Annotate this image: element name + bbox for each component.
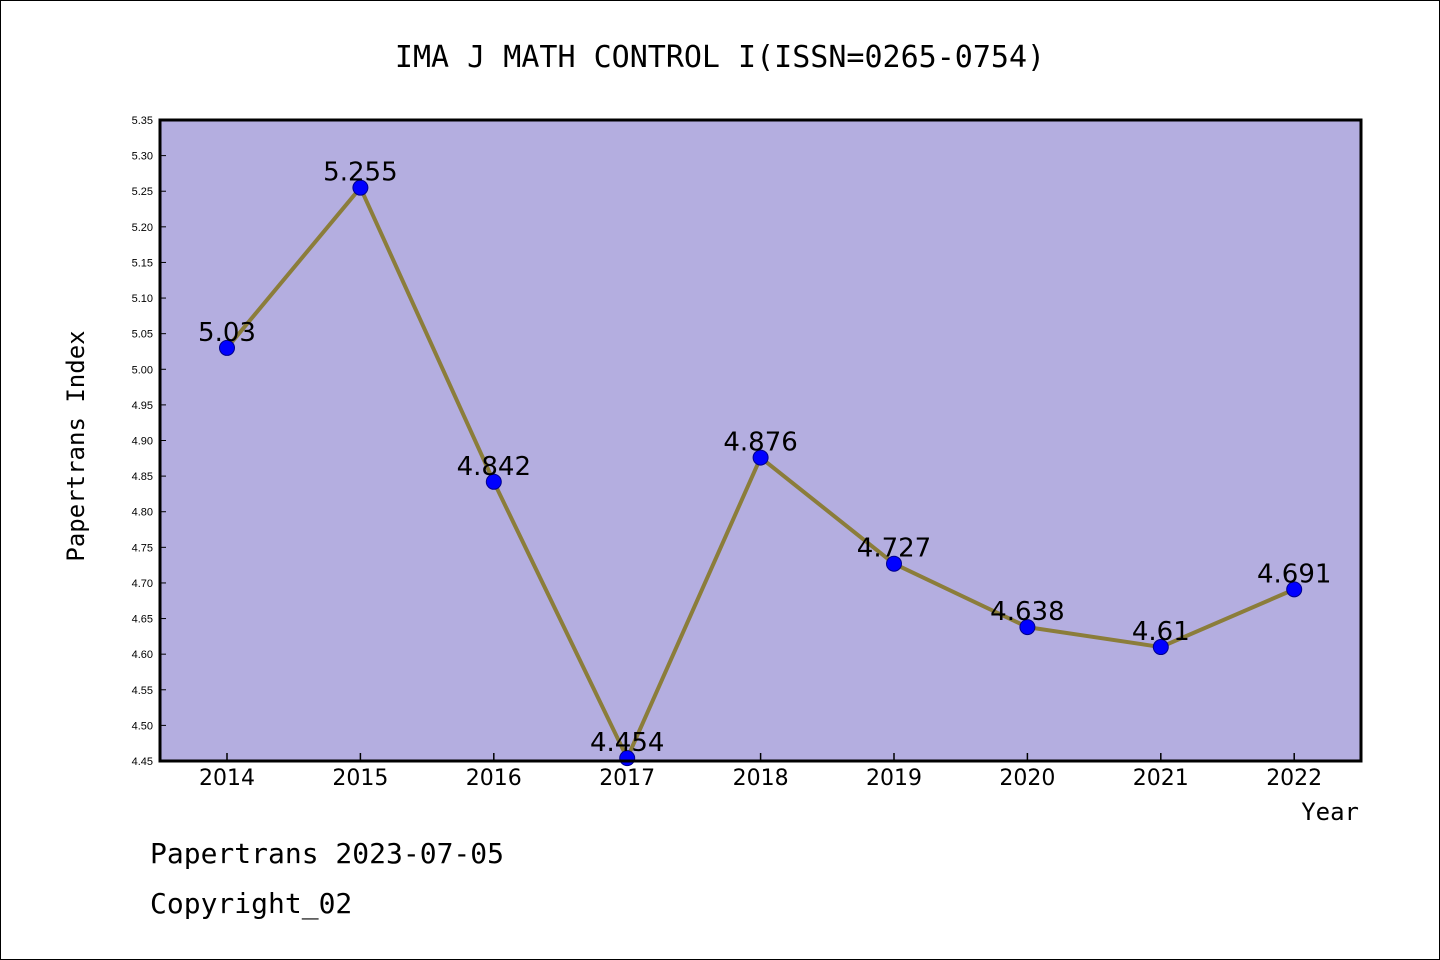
y-tick-label: 5.15 <box>132 257 153 269</box>
data-point <box>1152 639 1169 656</box>
y-tick-label: 4.80 <box>132 507 153 519</box>
x-tick-label: 2019 <box>866 766 922 791</box>
data-label: 4.842 <box>457 452 531 482</box>
y-tick-label: 5.10 <box>132 293 153 305</box>
data-label: 4.876 <box>723 428 797 458</box>
data-point <box>1286 581 1303 598</box>
y-tick-label: 4.95 <box>132 400 153 412</box>
x-tick-label: 2021 <box>1133 766 1189 791</box>
data-label: 5.03 <box>198 318 256 348</box>
y-tick-label: 5.00 <box>132 364 153 376</box>
data-label: 4.454 <box>590 728 664 758</box>
y-tick-label: 5.30 <box>132 151 153 163</box>
plot-border <box>158 118 1363 763</box>
footer-date: Papertrans 2023-07-05 <box>150 837 504 870</box>
x-tick-label: 2022 <box>1266 766 1322 791</box>
data-point <box>752 449 769 466</box>
y-tick-label: 5.20 <box>132 222 153 234</box>
y-axis: 4.45 4.50 4.55 4.60 4.65 4.70 4.75 4.80 4.85 4.90… <box>132 115 166 768</box>
x-axis-label: Year <box>1301 798 1359 826</box>
y-tick-label: 4.70 <box>132 578 153 590</box>
data-label: 5.255 <box>323 158 397 188</box>
data-point <box>219 339 235 356</box>
y-tick-label: 4.60 <box>132 649 153 661</box>
data-label: 4.638 <box>990 597 1064 627</box>
x-tick-label: 2014 <box>199 766 255 791</box>
data-point <box>1019 619 1036 636</box>
x-tick-label: 2018 <box>733 766 789 791</box>
x-tick-label: 2017 <box>599 766 655 791</box>
y-tick-label: 4.50 <box>132 720 153 732</box>
x-tick-label: 2015 <box>332 766 388 791</box>
y-tick-label: 4.45 <box>132 756 153 768</box>
y-tick-label: 5.25 <box>132 186 153 198</box>
y-tick-label: 4.75 <box>132 542 153 554</box>
y-tick-label: 4.85 <box>132 471 153 483</box>
y-tick-label: 5.35 <box>132 115 153 127</box>
data-label: 4.727 <box>857 534 931 564</box>
x-tick-label: 2020 <box>999 766 1055 791</box>
x-axis: 2014 2015 2016 2017 2018 2019 2020 2021 2022 <box>199 753 1322 791</box>
y-tick-label: 4.55 <box>132 685 153 697</box>
data-labels: 5.03 5.255 4.842 4.454 4.876 4.727 4.638 4.61 4.… <box>198 158 1331 758</box>
data-point <box>485 473 502 490</box>
data-point <box>886 555 902 572</box>
data-label: 4.61 <box>1132 617 1190 647</box>
y-tick-label: 5.05 <box>132 329 153 341</box>
x-tick-label: 2016 <box>466 766 522 791</box>
data-point <box>352 179 369 196</box>
data-label: 4.691 <box>1257 559 1331 589</box>
footer-copyright: Copyright_02 <box>150 887 352 921</box>
chart-title: IMA J MATH CONTROL I(ISSN=0265-0754) <box>395 40 1045 75</box>
y-axis-label: Papertrans Index <box>62 330 90 561</box>
y-tick-label: 4.65 <box>132 614 153 626</box>
y-tick-label: 4.90 <box>132 436 153 448</box>
series-line-group <box>219 179 1303 767</box>
